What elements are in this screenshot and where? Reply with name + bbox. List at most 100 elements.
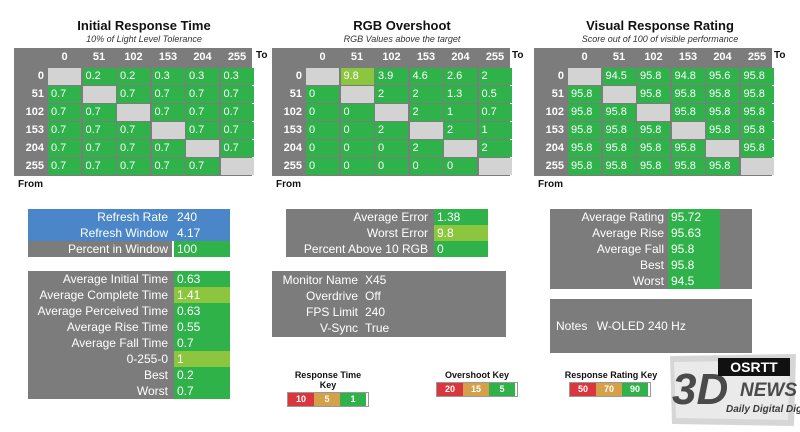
matrix-cell: 2 — [409, 86, 443, 103]
column-header: 255 — [747, 51, 767, 63]
matrix-cell-empty — [375, 104, 408, 121]
rating-from-label: From — [538, 179, 563, 190]
column-header: 51 — [92, 51, 106, 63]
matrix-cell: 2 — [409, 140, 443, 157]
time-stat-value: 0.55 — [174, 319, 230, 335]
worst-error-label: Worst Error — [366, 226, 428, 240]
key-cell: 15 — [463, 383, 489, 396]
initial-response-subtitle: 10% of Light Level Tolerance — [86, 34, 202, 44]
time-stat-label: Best — [143, 368, 168, 382]
vsync-value: True — [365, 321, 390, 335]
overshoot-to-label: To — [512, 50, 524, 61]
response-time-key: Response Time Key 10 5 1 — [287, 370, 369, 407]
rating-title: Visual Response Rating — [586, 18, 734, 33]
time-stat-value: 0.2 — [174, 367, 230, 383]
matrix-cell: 95.8 — [568, 86, 601, 103]
matrix-cell: 0.7 — [117, 158, 150, 175]
matrix-cell: 0.7 — [117, 86, 150, 103]
matrix-cell: 95.8 — [740, 122, 774, 139]
initial-to-label: To — [256, 50, 268, 61]
matrix-cell: 0.7 — [220, 140, 254, 157]
matrix-cell: 0.2 — [82, 68, 116, 85]
matrix-cell: 0.7 — [48, 140, 81, 157]
row-header: 102 — [283, 106, 302, 118]
matrix-cell: 95.8 — [602, 158, 636, 175]
row-header: 153 — [25, 124, 44, 136]
worst-error-value: 9.8 — [434, 225, 488, 241]
matrix-cell: 95.8 — [602, 104, 636, 121]
column-header: 153 — [158, 51, 178, 63]
response-time-key-title: Response Time Key — [294, 370, 362, 390]
matrix-cell-empty — [48, 68, 81, 85]
time-stat-label: Average Complete Time — [39, 288, 168, 302]
percent-window-label: Percent in Window — [67, 242, 168, 256]
monitor-panel: Monitor Name X45 Overdrive Off FPS Limit… — [272, 271, 506, 337]
matrix-cell-empty — [220, 158, 254, 175]
key-cell: 1 — [340, 393, 366, 406]
rating-panel: Average Rating 95.72 Average Rise 95.63 … — [550, 209, 752, 289]
matrix-cell: 0 — [375, 140, 408, 157]
matrix-cell: 0 — [340, 140, 374, 157]
matrix-cell-empty — [740, 158, 774, 175]
rating-to-label: To — [774, 50, 786, 61]
average-fall-value: 95.8 — [668, 241, 720, 257]
matrix-cell: 2 — [478, 140, 512, 157]
rating-matrix: 0 51 102 153 204 255 0 94.5 95.8 94.8 95.6 95.8 51 95… — [534, 48, 774, 176]
matrix-cell: 0.7 — [117, 140, 150, 157]
matrix-cell-empty — [568, 68, 601, 85]
matrix-cell-empty — [637, 104, 670, 121]
key-cell: 20 — [437, 383, 463, 396]
column-header: 102 — [124, 51, 143, 63]
initial-response-matrix: 0 51 102 153 204 255 0 0.2 0.2 0.3 0.3 0.3 51 0.7 0.7 0… — [14, 48, 254, 176]
time-stat-label: Worst — [136, 384, 168, 398]
matrix-cell: 0.7 — [151, 86, 185, 103]
row-header: 0 — [557, 70, 564, 82]
matrix-cell: 2 — [409, 104, 443, 121]
matrix-cell: 0.7 — [82, 104, 116, 121]
overshoot-matrix: 0 51 102 153 204 255 0 9.8 3.9 4.6 2.6 2 51 0 2 2 1.3 0.5… — [272, 48, 512, 176]
matrix-cell: 95.8 — [671, 140, 705, 157]
time-stat-label: Average Initial Time — [62, 272, 168, 286]
average-rise-value: 95.63 — [668, 225, 720, 241]
row-header: 255 — [283, 160, 302, 172]
initial-from-label: From — [18, 179, 43, 190]
matrix-cell-empty — [602, 86, 636, 103]
average-error-value: 1.38 — [434, 209, 488, 225]
matrix-cell: 95.8 — [671, 158, 705, 175]
percent-window-value: 100 — [174, 241, 230, 257]
matrix-cell: 0.7 — [151, 140, 185, 157]
row-header: 255 — [25, 160, 44, 172]
average-rating-value: 95.72 — [668, 209, 720, 225]
matrix-cell: 95.8 — [568, 104, 601, 121]
logo-graphic: 3D OSRTT NEWS Daily Digital Digest — [670, 354, 800, 426]
matrix-cell: 0 — [306, 140, 339, 157]
row-header: 153 — [283, 124, 302, 136]
matrix-cell: 0 — [306, 158, 339, 175]
matrix-cell: 95.8 — [671, 86, 705, 103]
matrix-cell-empty — [444, 140, 477, 157]
best-rating-label: Best — [639, 258, 664, 272]
matrix-cell: 0.7 — [186, 122, 219, 139]
key-cell: 90 — [622, 383, 648, 396]
matrix-cell-empty — [306, 68, 339, 85]
rating-key-title: Response Rating Key — [564, 370, 658, 380]
time-stat-value: 0.7 — [174, 383, 230, 399]
matrix-cell: 0 — [409, 158, 443, 175]
vsync-label: V-Sync — [319, 321, 358, 335]
row-header: 0 — [295, 70, 302, 82]
response-times-panel: Average Initial Time 0.63 Average Complete… — [28, 271, 230, 399]
matrix-cell: 0.7 — [186, 158, 219, 175]
matrix-cell: 0 — [340, 104, 374, 121]
matrix-cell: 95.8 — [637, 158, 670, 175]
column-header: 204 — [193, 51, 212, 63]
average-rating-label: Average Rating — [581, 210, 665, 224]
matrix-cell-empty — [409, 122, 443, 139]
row-header: 102 — [545, 106, 564, 118]
matrix-cell-empty — [671, 122, 705, 139]
matrix-cell: 0.7 — [82, 122, 116, 139]
matrix-cell: 0.7 — [151, 104, 185, 121]
matrix-cell: 95.8 — [568, 140, 601, 157]
overdrive-value: Off — [365, 289, 381, 303]
refresh-rate-value: 240 — [177, 210, 198, 224]
matrix-cell: 0.7 — [220, 86, 254, 103]
